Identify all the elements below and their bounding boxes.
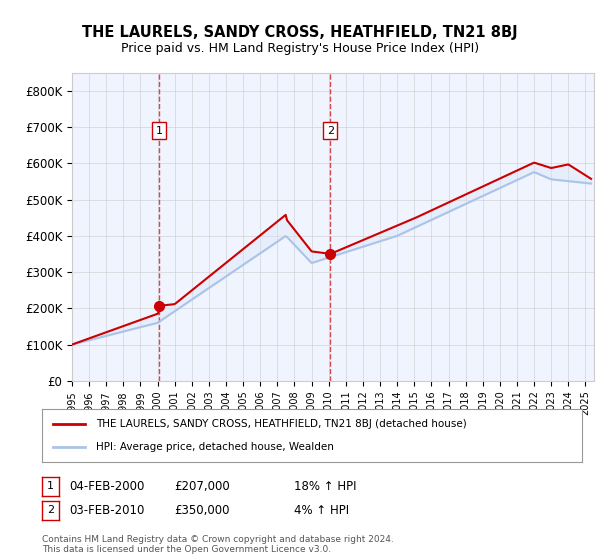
Text: 18% ↑ HPI: 18% ↑ HPI [294,480,356,493]
Text: THE LAURELS, SANDY CROSS, HEATHFIELD, TN21 8BJ: THE LAURELS, SANDY CROSS, HEATHFIELD, TN… [82,25,518,40]
Text: 2: 2 [326,126,334,136]
Text: 4% ↑ HPI: 4% ↑ HPI [294,504,349,517]
Text: 04-FEB-2000: 04-FEB-2000 [69,480,145,493]
Text: 1: 1 [47,482,54,491]
Text: Contains HM Land Registry data © Crown copyright and database right 2024.
This d: Contains HM Land Registry data © Crown c… [42,535,394,554]
Text: 1: 1 [155,126,163,136]
Text: Price paid vs. HM Land Registry's House Price Index (HPI): Price paid vs. HM Land Registry's House … [121,42,479,55]
Text: £350,000: £350,000 [174,504,229,517]
Text: 2: 2 [47,506,54,515]
Text: 03-FEB-2010: 03-FEB-2010 [69,504,145,517]
Text: £207,000: £207,000 [174,480,230,493]
Text: THE LAURELS, SANDY CROSS, HEATHFIELD, TN21 8BJ (detached house): THE LAURELS, SANDY CROSS, HEATHFIELD, TN… [96,419,467,429]
Text: HPI: Average price, detached house, Wealden: HPI: Average price, detached house, Weal… [96,442,334,452]
